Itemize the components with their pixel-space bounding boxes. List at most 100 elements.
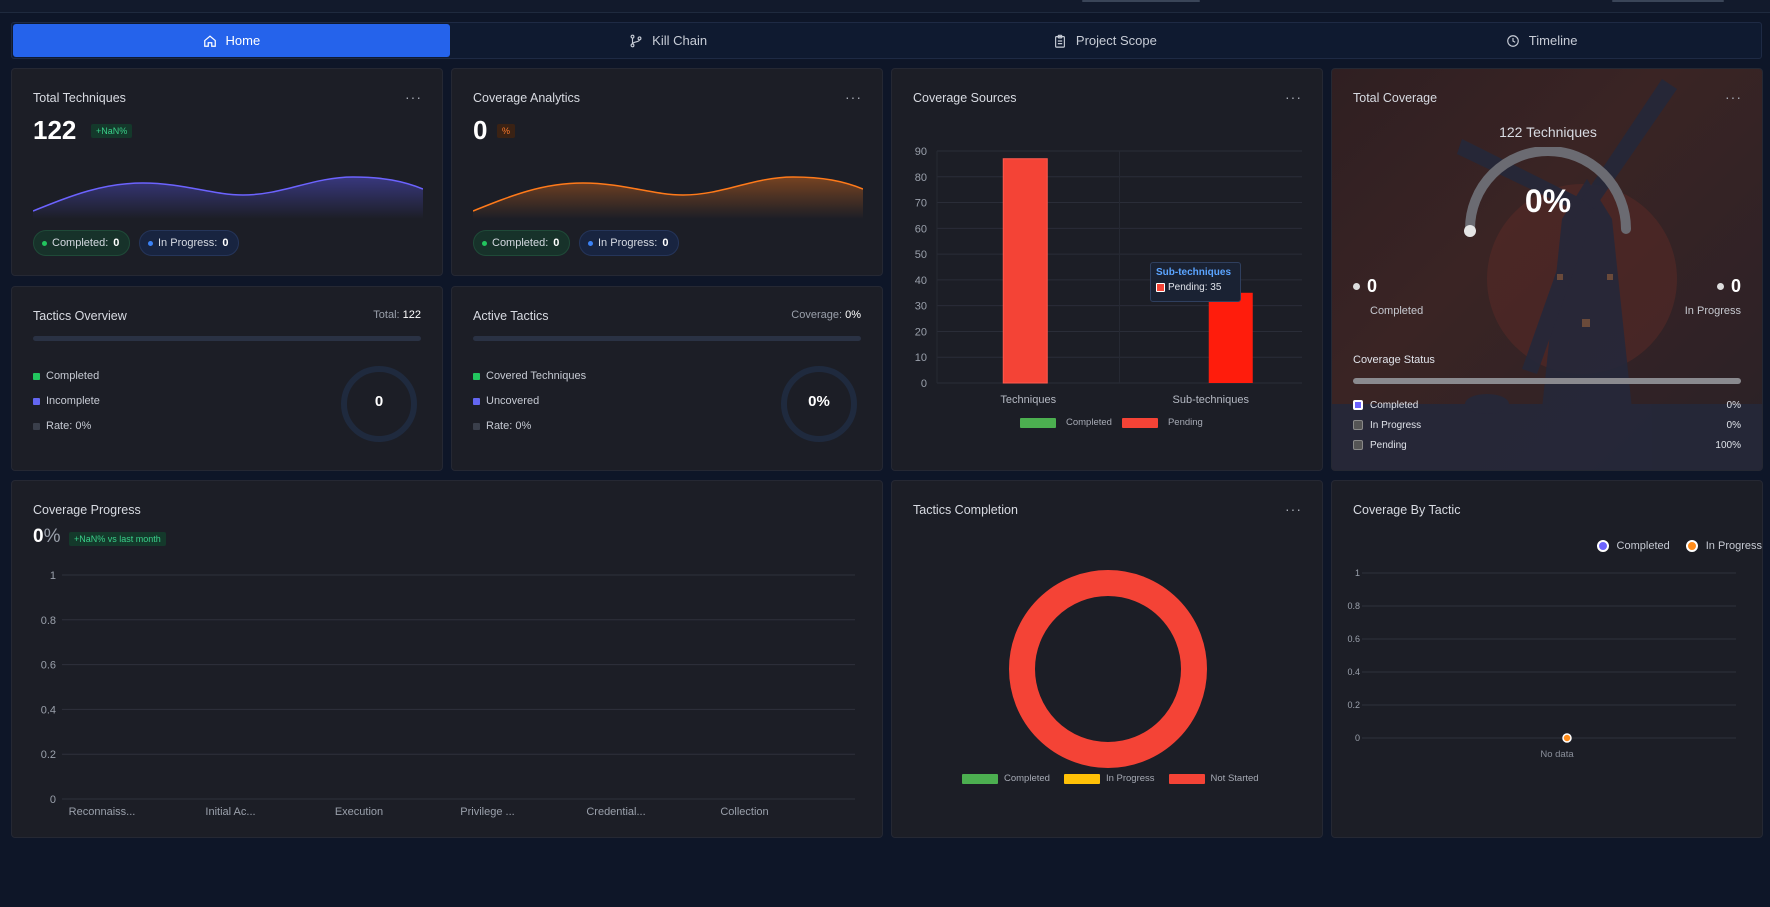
more-options-icon[interactable]: ··· <box>405 89 422 105</box>
coverage-status-list: Completed 0% In Progress 0% Pending 100% <box>1353 395 1741 455</box>
y-tick-label: 60 <box>915 223 927 235</box>
windmill-sail <box>1457 139 1582 209</box>
coverage-progress-chart: 0 0.2 0.4 0.6 0.8 1 Reconnaiss... Initial Ac...… <box>41 570 855 818</box>
coverage-analytics-value: 0 <box>473 115 488 145</box>
legend-swatch <box>33 372 40 380</box>
y-tick-label: 0 <box>1355 733 1360 743</box>
y-tick-label: 80 <box>915 172 927 184</box>
more-options-icon[interactable]: ··· <box>1285 501 1302 517</box>
progress-number: 0 <box>33 526 44 547</box>
tab-kill-chain[interactable]: Kill Chain <box>450 24 887 57</box>
pill-label: Completed: <box>492 237 549 249</box>
more-options-icon[interactable]: ··· <box>1285 89 1302 105</box>
legend-swatch <box>1020 417 1056 428</box>
header-control[interactable] <box>1612 0 1724 2</box>
windmill-tower <box>1542 179 1632 409</box>
header-control[interactable] <box>1082 0 1200 2</box>
tactics-completion-card: Tactics Completion ··· Completed In Prog… <box>891 480 1323 838</box>
legend-swatch <box>1685 540 1698 552</box>
tab-label: Timeline <box>1528 33 1578 48</box>
legend-item: Covered Techniques <box>473 370 586 382</box>
y-tick-label: 20 <box>915 326 927 338</box>
tractor-shape <box>1465 394 1509 414</box>
x-tick-label: Initial Ac... <box>205 806 255 818</box>
status-dot <box>482 240 487 246</box>
checkbox[interactable] <box>1353 440 1363 450</box>
status-dot <box>1716 283 1724 290</box>
top-header-strip <box>0 0 1770 13</box>
clipboard-icon <box>1054 34 1065 48</box>
legend-label: Not Started <box>1210 773 1259 784</box>
coverage-analytics-sparkline <box>473 176 863 219</box>
window <box>1607 274 1613 280</box>
y-tick-label: 0 <box>50 794 56 806</box>
tab-project-scope[interactable]: Project Scope <box>887 24 1324 57</box>
status-row-pending: Pending 100% <box>1353 435 1741 455</box>
legend-swatch <box>1596 540 1609 552</box>
x-tick-label: Sub-techniques <box>1173 394 1250 406</box>
coverage-indicator: Coverage: 0% <box>791 309 861 321</box>
tab-home[interactable]: Home <box>13 24 450 57</box>
total-techniques-value: 122 <box>33 115 77 145</box>
pill-value: 0 <box>222 237 229 249</box>
total-coverage-card: Total Coverage ··· 122 Techniques 0% 0 C… <box>1331 68 1763 471</box>
more-options-icon[interactable]: ··· <box>1725 89 1742 105</box>
pill-label: Completed: <box>52 237 109 249</box>
tactics-overview-card: Tactics Overview Total: 122 Completed In… <box>11 286 443 471</box>
clock-icon <box>1506 34 1519 47</box>
active-tactics-progress-bar <box>473 336 861 341</box>
rate-ring <box>341 366 417 442</box>
sparkline-line <box>33 176 423 212</box>
change-badge: +NaN% <box>91 124 133 138</box>
status-dot <box>42 240 47 246</box>
legend-label: Completed <box>1004 773 1050 784</box>
more-options-icon[interactable]: ··· <box>845 89 862 105</box>
coverage-by-tactic-chart: 0 0.2 0.4 0.6 0.8 1 <box>1347 568 1736 743</box>
in-progress-label: In Progress <box>1684 305 1741 317</box>
completed-value: 0 <box>1367 276 1378 296</box>
techniques-count: 122 Techniques <box>1499 124 1597 140</box>
card-title: Coverage By Tactic <box>1353 503 1461 517</box>
main-tabs: Home Kill Chain Project Scope Timeline <box>11 22 1762 59</box>
gauge-knob[interactable] <box>1464 225 1476 237</box>
legend-item: Uncovered <box>473 395 539 407</box>
status-label: Completed <box>1370 399 1419 411</box>
y-tick-label: 1 <box>50 570 56 582</box>
ring-value: 0 <box>374 393 384 410</box>
coverage-analytics-card: Coverage Analytics ··· 0 % Completed: 0 … <box>451 68 883 276</box>
y-tick-label: 50 <box>915 249 927 261</box>
completed-pill: Completed: 0 <box>33 230 131 256</box>
legend-label: Completed <box>1616 540 1670 552</box>
y-tick-label: 10 <box>915 352 927 364</box>
bar <box>1002 158 1048 384</box>
legend-label: Uncovered <box>486 395 540 407</box>
coverage-percent: 0% <box>1524 183 1572 219</box>
completed-count: 0 <box>1353 276 1377 297</box>
bar-chart-body: 0 10 20 30 40 50 60 70 80 90 Techniques Sub-techniq… <box>915 146 1302 406</box>
coverage-ring <box>781 366 857 442</box>
pill-value: 0 <box>662 237 669 249</box>
pill-label: In Progress: <box>598 237 658 249</box>
coverage-sources-card: Coverage Sources ··· 0 10 20 30 40 50 60 70 80 90… <box>891 68 1323 471</box>
chart-legend: Completed Pending <box>1020 417 1203 428</box>
tab-timeline[interactable]: Timeline <box>1323 24 1760 57</box>
in-progress-pill: In Progress: 0 <box>139 230 240 256</box>
coverage-gauge <box>1464 147 1631 237</box>
coverage-status-title: Coverage Status <box>1353 354 1435 366</box>
checkbox[interactable] <box>1353 400 1363 410</box>
no-data-label: No data <box>1540 749 1574 760</box>
chart-legend: Completed In Progress <box>1596 540 1762 552</box>
checkbox[interactable] <box>1353 420 1363 430</box>
tab-label: Kill Chain <box>652 33 708 48</box>
y-tick-label: 0.2 <box>1347 700 1360 710</box>
ground <box>1332 404 1762 470</box>
pill-value: 0 <box>113 237 120 249</box>
tooltip-title: Sub-techniques <box>1156 267 1232 278</box>
total-indicator: Total: 122 <box>373 309 421 321</box>
total-techniques-sparkline <box>33 176 423 219</box>
tooltip-swatch <box>1156 283 1165 292</box>
y-tick-label: 0.4 <box>1347 667 1360 677</box>
coverage-label: Coverage: <box>791 309 843 321</box>
progress-value: 0% <box>33 526 60 548</box>
git-branch-icon <box>630 34 642 47</box>
